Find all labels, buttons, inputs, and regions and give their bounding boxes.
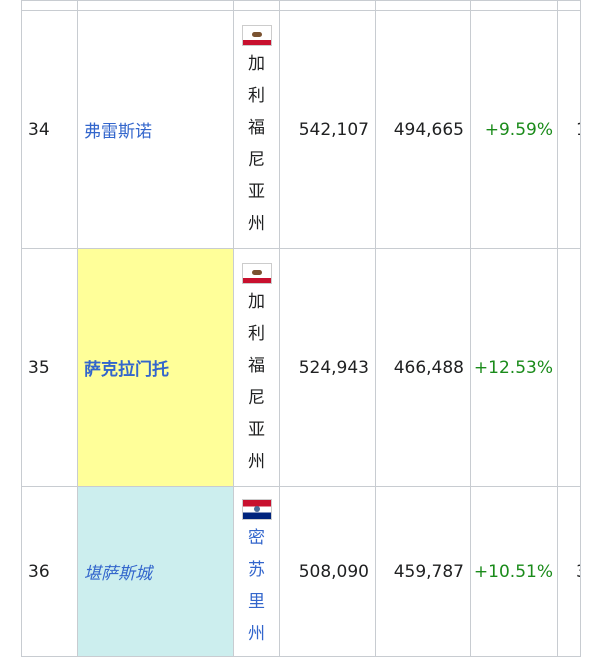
state-char: 福 [248,118,265,138]
rank-cell: 36 [21,486,78,657]
population-2020: 508,090 [279,486,376,657]
state-char: 里 [248,592,265,612]
state-char: 苏 [248,560,265,580]
state-char: 亚 [248,182,265,202]
next-column-cell: 3 [557,486,581,657]
state-cell: 加 利 福 尼 亚 州 [233,248,280,487]
population-2020: 524,943 [279,248,376,487]
table-row: 34 弗雷斯诺 加 利 福 尼 亚 州 542,107 494,665 +9.5… [21,10,581,249]
city-link[interactable]: 萨克拉门托 [77,248,234,487]
rank-cell: 34 [21,10,78,249]
state-char: 州 [248,452,265,472]
california-flag-icon[interactable] [241,25,272,46]
state-char: 加 [248,54,265,74]
population-2010: 466,488 [375,248,471,487]
population-change: +10.51% [470,486,558,657]
state-char: 州 [248,214,265,234]
state-char: 尼 [248,388,265,408]
city-link[interactable]: 弗雷斯诺 [77,10,234,249]
state-char: 亚 [248,420,265,440]
state-cell: 加 利 福 尼 亚 州 [233,10,280,249]
state-char: 加 [248,292,265,312]
state-char: 利 [248,324,265,344]
population-2020: 542,107 [279,10,376,249]
city-population-table: 34 弗雷斯诺 加 利 福 尼 亚 州 542,107 494,665 +9.5… [21,0,581,657]
population-change: +12.53% [470,248,558,487]
rank-cell: 35 [21,248,78,487]
city-link[interactable]: 堪萨斯城 [77,486,234,657]
table-row: 36 堪萨斯城 密 苏 里 州 508,090 459,787 +10.51% … [21,486,581,657]
table-row-previous [21,0,581,11]
state-cell[interactable]: 密 苏 里 州 [233,486,280,657]
population-2010: 494,665 [375,10,471,249]
next-column-cell [557,248,581,487]
missouri-flag-icon[interactable] [241,499,272,520]
population-change: +9.59% [470,10,558,249]
next-column-cell: 1 [557,10,581,249]
state-char: 尼 [248,150,265,170]
california-flag-icon[interactable] [241,263,272,284]
state-char: 密 [248,528,265,548]
state-char: 福 [248,356,265,376]
state-char: 州 [248,624,265,644]
state-char: 利 [248,86,265,106]
population-2010: 459,787 [375,486,471,657]
table-row: 35 萨克拉门托 加 利 福 尼 亚 州 524,943 466,488 +12… [21,248,581,487]
